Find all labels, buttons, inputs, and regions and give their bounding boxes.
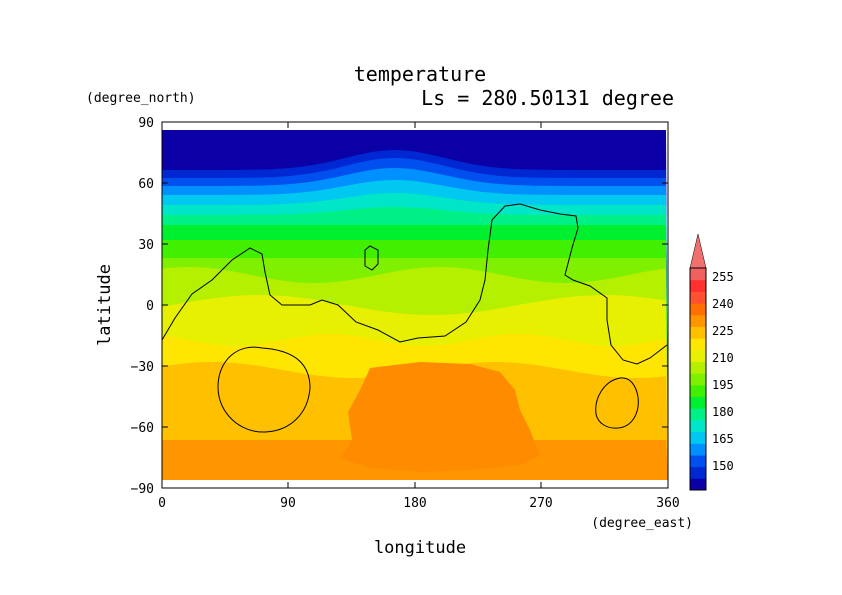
colorbar-tick-label-5: 180	[712, 405, 734, 419]
colorbar-swatch-13	[690, 326, 706, 339]
colorbar-swatch-5	[690, 419, 706, 433]
y-unit-label: (degree_north)	[86, 91, 196, 106]
x-tick-label-4: 360	[656, 496, 679, 511]
colorbar-tick-label-3: 210	[712, 351, 734, 365]
warm-region	[340, 362, 540, 472]
y-tick-label-5: −60	[131, 421, 154, 436]
colorbar-swatch-11	[690, 349, 706, 362]
x-unit-label: (degree_east)	[591, 516, 693, 531]
colorbar-swatch-6	[690, 408, 706, 421]
colorbar-arrow	[689, 233, 707, 269]
colorbar-swatch-1	[690, 466, 706, 479]
colorbar-swatch-17	[690, 279, 706, 292]
colorbar-swatch-2	[690, 454, 706, 468]
colorbar-frame	[689, 267, 707, 491]
x-tick-label-0: 0	[158, 496, 166, 511]
colorbar-tick-label-1: 240	[712, 297, 734, 311]
colorbar-swatch-16	[690, 291, 706, 304]
land-contours	[161, 203, 668, 433]
colorbar-swatch-12	[690, 338, 706, 351]
colorbar-tick-label-0: 255	[712, 270, 734, 284]
colorbar-swatch-10	[690, 361, 706, 374]
temperature-field	[162, 130, 668, 480]
x-tick-label-1: 90	[280, 496, 296, 511]
colorbar-tick-label-7: 150	[712, 459, 734, 473]
colorbar-tick-label-4: 195	[712, 378, 734, 392]
colorbar-tick-label-6: 165	[712, 432, 734, 446]
y-tick-label-0: 90	[138, 116, 154, 131]
colorbar	[689, 233, 707, 491]
colorbar-tick-label-2: 225	[712, 324, 734, 338]
chart-title: temperature	[354, 62, 486, 86]
y-tick-label-6: −90	[131, 482, 154, 497]
y-tick-label-3: 0	[146, 299, 154, 314]
chart-subtitle: Ls = 280.50131 degree	[421, 86, 674, 110]
colorbar-swatch-4	[690, 431, 706, 444]
y-tick-label-1: 60	[138, 177, 154, 192]
colorbar-swatch-18	[690, 268, 706, 281]
contour-east-basin	[595, 377, 639, 429]
contour-north-island	[364, 245, 379, 271]
x-axis-label: longitude	[374, 538, 466, 558]
colorbar-swatch-0	[690, 478, 706, 491]
x-tick-label-3: 270	[529, 496, 552, 511]
x-tick-label-2: 180	[403, 496, 426, 511]
contour-main-continent	[161, 203, 668, 365]
colorbar-swatch-3	[690, 443, 706, 456]
colorbar-swatch-7	[690, 396, 706, 409]
contour-west-basin	[217, 346, 311, 433]
colorbar-swatch-14	[690, 314, 706, 327]
axis-ticks	[161, 121, 669, 489]
y-tick-label-4: −30	[131, 360, 154, 375]
colorbar-swatch-8	[690, 384, 706, 397]
y-tick-label-2: 30	[138, 238, 154, 253]
y-axis-label: latitude	[95, 264, 115, 346]
colorbar-swatch-9	[690, 373, 706, 386]
colorbar-swatch-15	[690, 303, 706, 316]
